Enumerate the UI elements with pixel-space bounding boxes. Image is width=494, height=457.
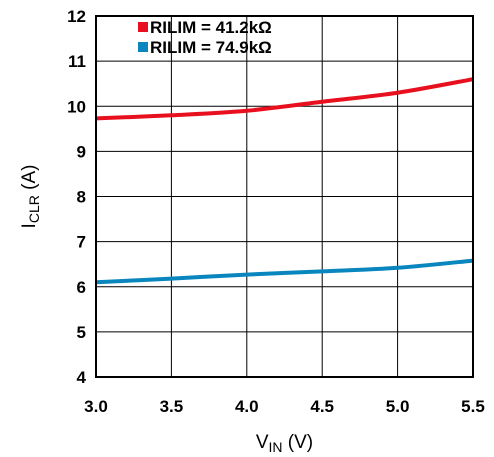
legend-swatch-rilim-74-9k xyxy=(138,42,148,52)
y-tick-label-3: 7 xyxy=(77,233,86,252)
series-line-0 xyxy=(95,77,474,121)
x-tick-label-5: 5.5 xyxy=(461,397,485,416)
y-tick-label-2: 6 xyxy=(77,278,86,297)
y-tick-label-6: 10 xyxy=(67,97,86,116)
y-axis-label: ICLR (A) xyxy=(19,165,42,229)
legend-label-rilim-41-2k: RILIM = 41.2kΩ xyxy=(150,18,272,37)
plot-frame xyxy=(95,15,474,378)
y-tick-label-0: 4 xyxy=(77,368,87,387)
x-tick-label-3: 4.5 xyxy=(310,397,334,416)
x-tick-label-4: 5.0 xyxy=(386,397,410,416)
legend: RILIM = 41.2kΩ RILIM = 74.9kΩ xyxy=(138,18,272,57)
y-tick-label-7: 11 xyxy=(68,52,86,71)
y-tick-label-4: 8 xyxy=(77,188,86,207)
x-tick-label-0: 3.0 xyxy=(84,397,108,416)
legend-swatch-rilim-41-2k xyxy=(138,22,148,32)
series-lines xyxy=(95,77,474,285)
x-tick-label-2: 4.0 xyxy=(235,397,259,416)
x-axis-label: VIN (V) xyxy=(256,432,313,455)
y-tick-label-5: 9 xyxy=(77,142,86,161)
x-tick-label-1: 3.5 xyxy=(160,397,184,416)
series-line-1 xyxy=(95,258,474,285)
y-tick-labels: 4 5 6 7 8 9 10 11 12 xyxy=(67,7,86,387)
x-tick-labels: 3.0 3.5 4.0 4.5 5.0 5.5 xyxy=(84,397,485,416)
grid-lines xyxy=(95,15,474,378)
legend-label-rilim-74-9k: RILIM = 74.9kΩ xyxy=(150,38,272,57)
y-tick-label-8: 12 xyxy=(67,7,86,26)
y-tick-label-1: 5 xyxy=(77,323,86,342)
